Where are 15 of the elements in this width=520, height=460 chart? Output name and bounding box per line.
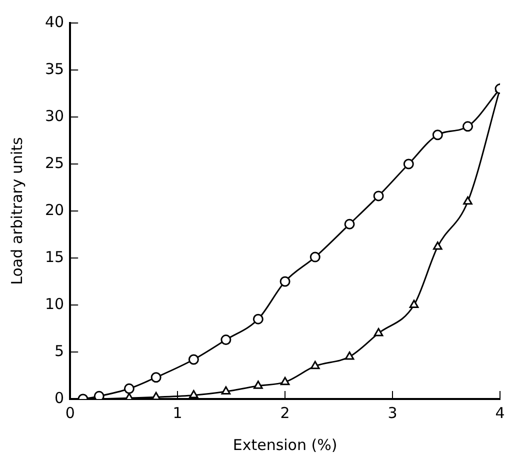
y-tick-label: 40	[44, 12, 64, 31]
y-tick-label: 0	[54, 388, 64, 407]
x-tick-label: 2	[280, 404, 290, 422]
y-tick-label: 5	[54, 342, 64, 360]
y-tick-label: 35	[44, 60, 64, 78]
y-tick-label: 15	[44, 248, 64, 266]
y-tick-label: 25	[44, 154, 64, 172]
x-tick-label: 3	[388, 404, 398, 422]
y-tick-label: 20	[44, 200, 64, 219]
y-tick-label: 30	[44, 106, 64, 125]
x-tick-label: 1	[172, 404, 182, 422]
x-tick-label: 4	[495, 404, 505, 422]
y-axis-title: Load arbitrary units	[8, 136, 26, 285]
y-tick-label: 10	[44, 294, 64, 313]
x-axis-title: Extension (%)	[232, 436, 338, 454]
